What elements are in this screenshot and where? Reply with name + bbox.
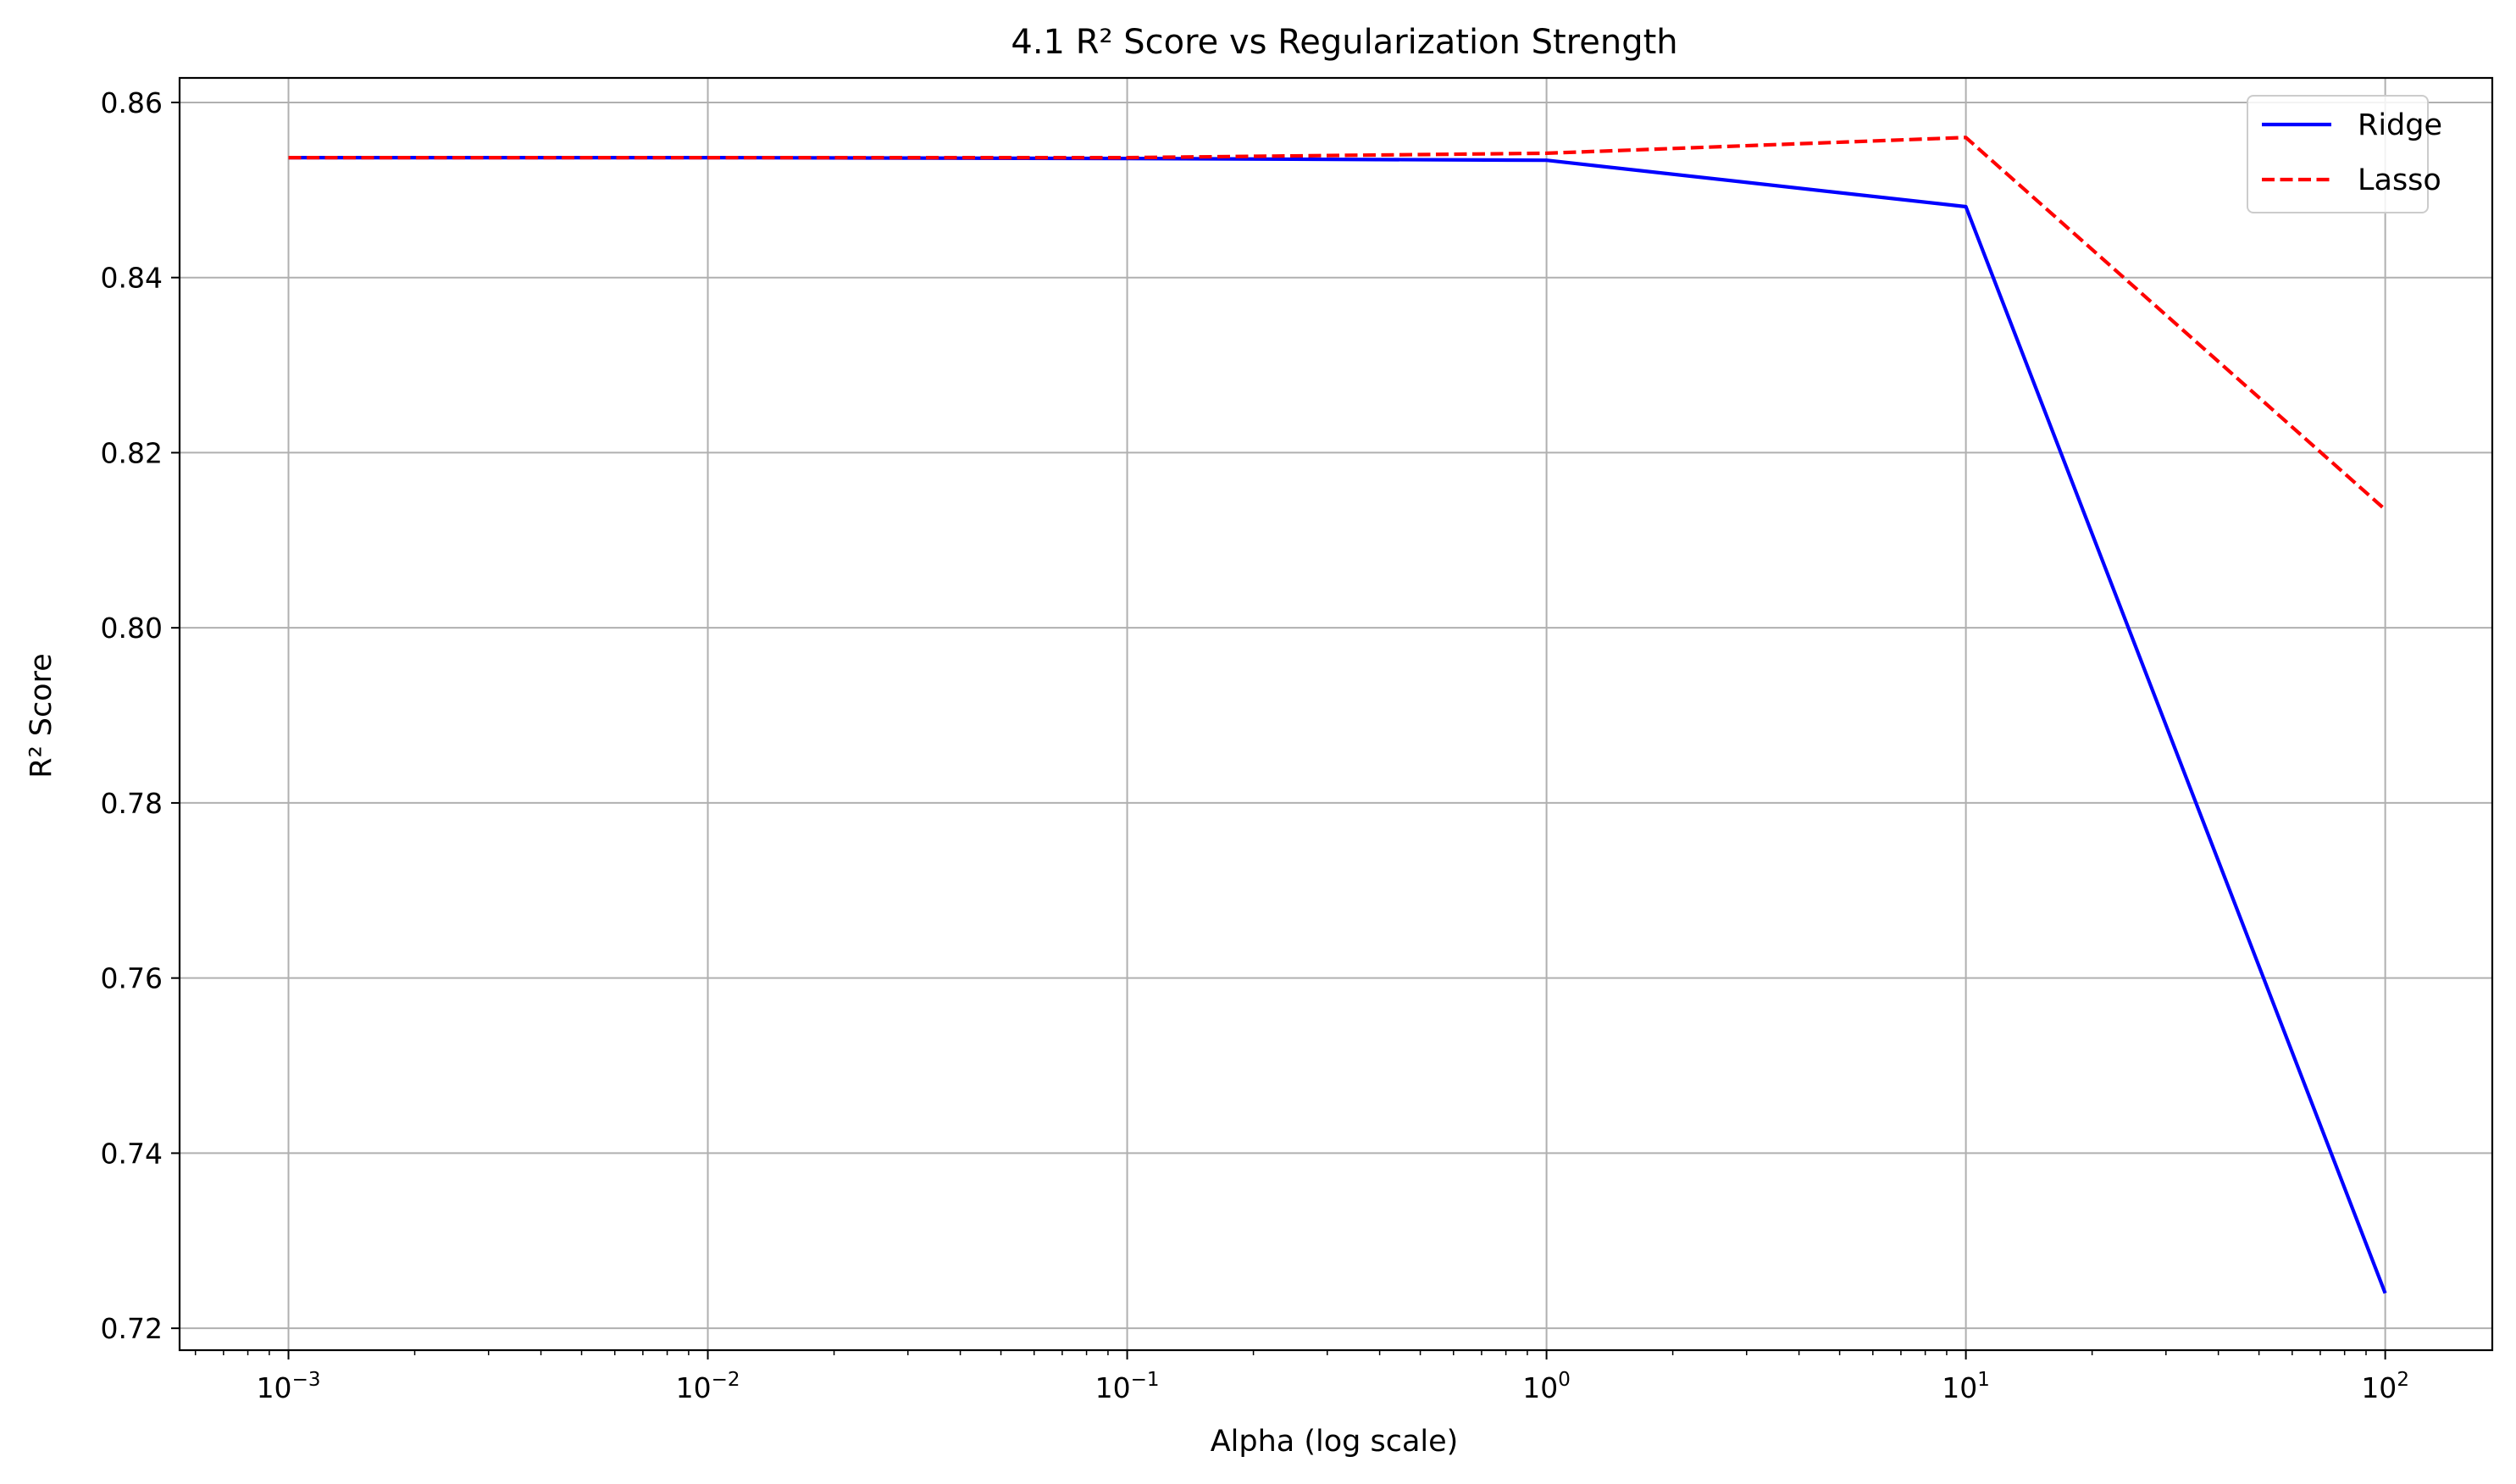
legend-label-lasso: Lasso bbox=[2358, 163, 2441, 197]
y-tick-label: 0.76 bbox=[101, 962, 163, 995]
x-tick-label: 102 bbox=[2361, 1369, 2409, 1404]
y-tick-label: 0.84 bbox=[101, 262, 163, 295]
plot-frame bbox=[178, 76, 2494, 1352]
y-tick-label: 0.72 bbox=[101, 1312, 163, 1345]
y-tick-label: 0.78 bbox=[101, 787, 163, 820]
axis-ticks: 0.72 0.74 0.76 0.78 0.80 0.82 0.84 0.86 10−3 10−2… bbox=[101, 86, 2409, 1404]
y-tick-label: 0.80 bbox=[101, 612, 163, 645]
chart-title: 4.1 R² Score vs Regularization Strength bbox=[1011, 23, 1677, 62]
grid bbox=[180, 78, 2492, 1350]
legend-label-ridge: Ridge bbox=[2358, 108, 2442, 142]
x-tick-label: 100 bbox=[1522, 1369, 1571, 1404]
y-axis-label: R² Score bbox=[25, 653, 58, 778]
x-tick-label: 10−2 bbox=[676, 1369, 740, 1404]
legend: Ridge Lasso bbox=[2247, 95, 2442, 213]
x-tick-label: 101 bbox=[1942, 1369, 1990, 1404]
x-tick-label: 10−1 bbox=[1095, 1369, 1160, 1404]
x-axis-label: Alpha (log scale) bbox=[1211, 1425, 1459, 1459]
series-line-lasso bbox=[288, 136, 2386, 512]
x-tick-label: 10−3 bbox=[257, 1369, 321, 1404]
y-tick-label: 0.82 bbox=[101, 436, 163, 469]
y-tick-label: 0.74 bbox=[101, 1137, 163, 1170]
series-lines bbox=[288, 136, 2387, 1294]
y-tick-label: 0.86 bbox=[101, 86, 163, 119]
